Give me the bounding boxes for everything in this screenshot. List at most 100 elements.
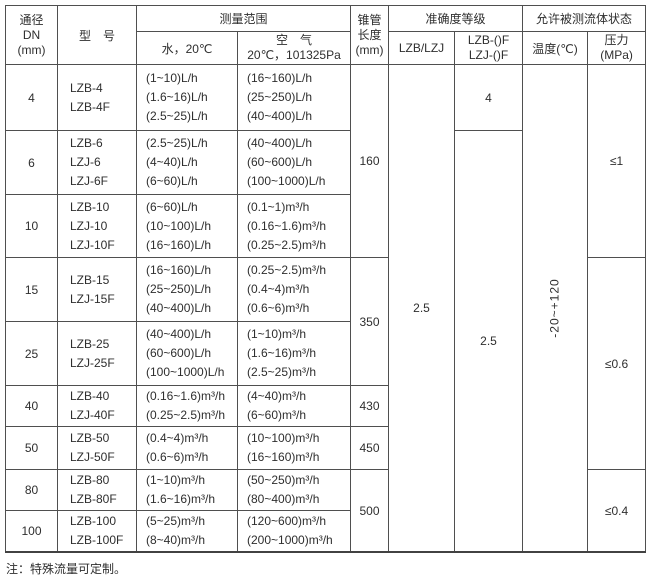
air-range: (2.5~25)m³/h <box>247 365 317 379</box>
model-label: LZB-6 <box>70 136 103 150</box>
air-range: (0.4~4)m³/h <box>247 282 310 296</box>
footnote: 注：特殊流量可定制。 <box>6 562 127 576</box>
model-label: LZB-15 <box>70 272 110 287</box>
cell-air-range: (50~250)m³/h (80~400)m³/h <box>236 469 352 511</box>
model-label: LZB-40 <box>70 389 110 403</box>
cell-water-range: (0.4~4)m³/h (0.6~6)m³/h <box>136 426 238 470</box>
col-header-pressure-line: (MPa) <box>600 48 633 62</box>
model-label: LZJ-25F <box>70 355 115 370</box>
cell-models: LZB-25 LZJ-25F <box>57 321 137 386</box>
cell-models: LZB-10 LZJ-10 LZJ-10F <box>57 194 137 258</box>
cell-water-range: (1~10)m³/h (1.6~16)m³/h <box>136 469 238 511</box>
air-range: (100~1000)L/h <box>247 174 326 188</box>
col-header-pressure-line: 压力 <box>604 33 629 47</box>
water-range: (16~160)L/h <box>146 263 212 277</box>
air-range: (80~400)m³/h <box>247 492 320 506</box>
cell-dn: 80 <box>5 469 58 511</box>
col-header-air-line: 20℃，101325Pa <box>247 48 341 62</box>
col-header-temperature: 温度(℃) <box>522 31 589 65</box>
col-header-cone-line: 锥管 <box>357 12 382 27</box>
cell-cone-length: 450 <box>350 426 390 470</box>
col-header-dn-line: DN <box>22 27 41 42</box>
cell-air-range: (4~40)m³/h (6~60)m³/h <box>236 385 352 427</box>
water-range: (0.25~2.5)m³/h <box>146 408 226 422</box>
cell-pressure: ≤1 <box>587 64 647 258</box>
col-header-accuracy-f: LZB-()F LZJ-()F <box>454 31 524 65</box>
cell-water-range: (2.5~25)L/h (4~40)L/h (6~60)L/h <box>136 130 238 195</box>
water-range: (40~400)L/h <box>146 301 212 315</box>
cell-models: LZB-50 LZJ-50F <box>57 426 137 470</box>
cell-water-range: (16~160)L/h (25~250)L/h (40~400)L/h <box>136 257 238 322</box>
water-range: (2.5~25)L/h <box>146 109 208 123</box>
col-header-cone-line: 长度 <box>357 27 382 42</box>
water-range: (4~40)L/h <box>146 155 198 169</box>
table-row-dn25: 25 LZB-25 LZJ-25F (40~400)L/h (60~600)L/… <box>5 321 646 386</box>
cell-pressure: ≤0.6 <box>587 257 647 470</box>
air-range: (25~250)L/h <box>247 90 313 104</box>
cell-dn: 40 <box>5 385 58 427</box>
cell-cone-length: 160 <box>350 64 390 258</box>
water-range: (0.6~6)m³/h <box>146 450 209 464</box>
air-range: (4~40)m³/h <box>247 389 307 403</box>
table-row-dn6: 6 LZB-6 LZJ-6 LZJ-6F (2.5~25)L/h (4~40)L… <box>5 130 646 553</box>
header-row-1: 通径 DN (mm) 型 号 测量范围 锥管 长度 (mm) 准确度等级 允许被… <box>5 5 647 65</box>
cell-cone-length: 500 <box>350 469 390 553</box>
water-range: (100~1000)L/h <box>146 365 225 379</box>
air-range: (0.16~1.6)m³/h <box>247 218 327 233</box>
water-range: (60~600)L/h <box>146 346 212 360</box>
water-range: (6~60)L/h <box>146 199 198 214</box>
col-header-range-group: 测量范围 <box>135 5 352 32</box>
water-range: (1~10)m³/h <box>146 473 206 487</box>
col-header-dn-line: 通径 <box>19 12 44 27</box>
cell-dn: 4 <box>5 64 58 131</box>
model-label: LZJ-10 <box>70 218 108 233</box>
cell-models: LZB-40 LZJ-40F <box>57 385 137 427</box>
col-header-air: 空 气 20℃，101325Pa <box>236 31 352 65</box>
cell-air-range: (0.25~2.5)m³/h (0.4~4)m³/h (0.6~6)m³/h <box>236 257 352 322</box>
cell-water-range: (6~60)L/h (10~100)L/h (16~160)L/h <box>136 194 238 258</box>
cell-dn: 50 <box>5 426 58 470</box>
model-label: LZJ-40F <box>70 408 115 422</box>
air-range: (40~400)L/h <box>247 109 313 123</box>
cell-air-range: (0.1~1)m³/h (0.16~1.6)m³/h (0.25~2.5)m³/… <box>236 194 352 258</box>
cell-water-range: (40~400)L/h (60~600)L/h (100~1000)L/h <box>136 321 238 386</box>
water-range: (5~25)m³/h <box>146 514 206 528</box>
air-range: (40~400)L/h <box>247 136 313 150</box>
air-range: (16~160)L/h <box>247 71 313 85</box>
col-header-dn: 通径 DN (mm) <box>5 5 58 65</box>
cell-dn: 10 <box>5 194 58 258</box>
col-header-dn-line: (mm) <box>17 42 46 57</box>
table-row-dn10: 10 LZB-10 LZJ-10 LZJ-10F (6~60)L/h (10~1… <box>5 194 646 258</box>
water-range: (8~40)m³/h <box>146 533 206 547</box>
col-header-water: 水，20℃ <box>136 31 238 65</box>
air-range: (1.6~16)m³/h <box>247 346 317 360</box>
cell-accuracy-f: 2.5 <box>454 130 524 553</box>
model-label: LZB-4 <box>70 80 103 95</box>
air-range: (0.1~1)m³/h <box>247 199 310 214</box>
model-label: LZB-80F <box>70 492 117 506</box>
cell-dn: 6 <box>5 130 58 195</box>
col-header-accuracy-f-line: LZB-()F <box>467 33 510 47</box>
cell-pressure: ≤0.4 <box>587 469 647 553</box>
cell-models: LZB-4 LZB-4F <box>57 64 137 131</box>
model-label: LZJ-6 <box>70 155 101 169</box>
col-header-model: 型 号 <box>57 5 137 65</box>
cell-dn: 25 <box>5 321 58 386</box>
cell-models: LZB-80 LZB-80F <box>57 469 137 511</box>
water-range: (0.16~1.6)m³/h <box>146 389 226 403</box>
air-range: (50~250)m³/h <box>247 473 320 487</box>
flowmeter-spec-table: 通径 DN (mm) 型 号 测量范围 锥管 长度 (mm) 准确度等级 允许被… <box>5 5 647 553</box>
cell-air-range: (1~10)m³/h (1.6~16)m³/h (2.5~25)m³/h <box>236 321 352 386</box>
air-range: (1~10)m³/h <box>247 327 307 341</box>
cell-dn: 100 <box>5 510 58 553</box>
water-range: (2.5~25)L/h <box>146 136 208 150</box>
air-range: (0.6~6)m³/h <box>247 301 310 315</box>
model-label: LZB-50 <box>70 431 110 445</box>
col-header-accuracy-group: 准确度等级 <box>388 5 524 32</box>
table-row-dn15: 15 LZB-15 LZJ-15F (16~160)L/h (25~250)L/… <box>5 257 647 470</box>
model-label: LZB-4F <box>70 99 111 114</box>
cell-air-range: (40~400)L/h (60~600)L/h (100~1000)L/h <box>236 130 352 195</box>
table-row-dn100: 100 LZB-100 LZB-100F (5~25)m³/h (8~40)m³… <box>5 510 646 553</box>
air-range: (10~100)m³/h <box>247 431 320 445</box>
cell-models: LZB-15 LZJ-15F <box>57 257 137 322</box>
